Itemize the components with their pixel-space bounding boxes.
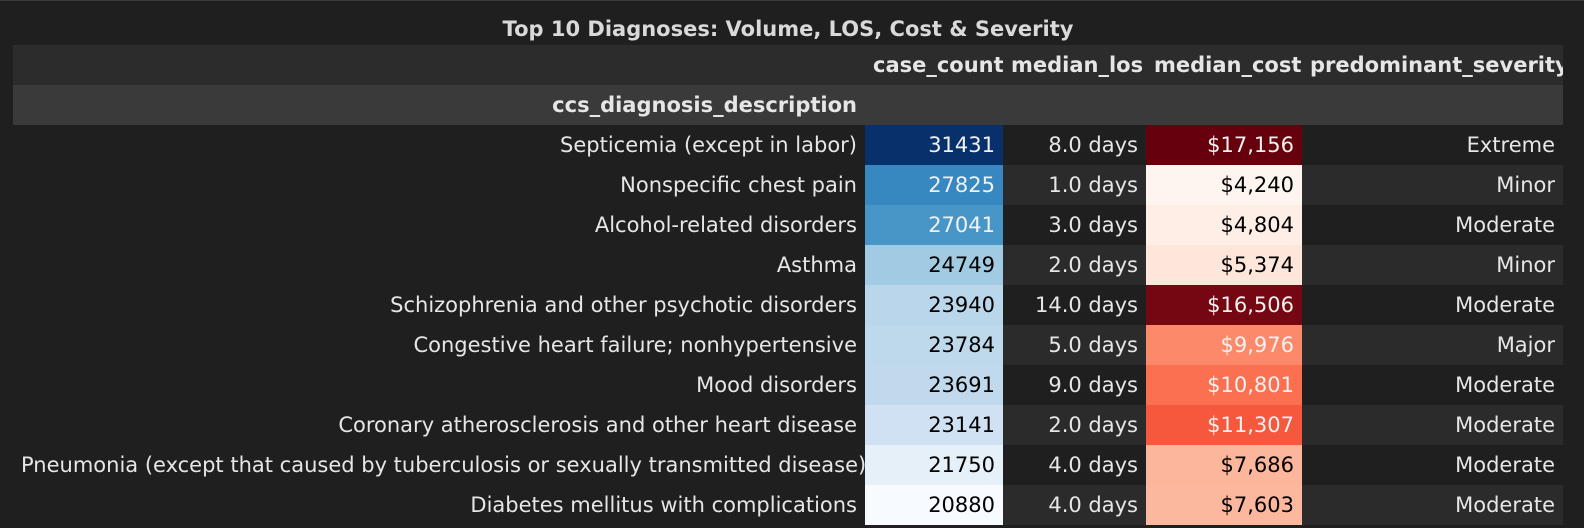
- table-row: Alcohol-related disorders 27041 3.0 days $4…: [13, 205, 1563, 245]
- table-row: Septicemia (except in labor) 31431 8.0 day…: [13, 125, 1563, 165]
- diagnosis-cell: Alcohol-related disorders: [594, 213, 857, 237]
- diagnosis-cell: Nonspecific chest pain: [620, 173, 857, 197]
- median-los-cell: 14.0 days: [1003, 285, 1146, 325]
- table-caption: Top 10 Diagnoses: Volume, LOS, Cost & Se…: [502, 17, 1074, 41]
- case-count-cell: 31431: [865, 125, 1003, 165]
- table-body: Septicemia (except in labor) 31431 8.0 day…: [13, 125, 1563, 525]
- index-name-header: ccs_diagnosis_description: [13, 85, 865, 125]
- median-los-cell: 2.0 days: [1003, 405, 1146, 445]
- severity-cell: Minor: [1302, 245, 1563, 285]
- median-cost-cell: $4,804: [1146, 205, 1302, 245]
- diagnosis-cell: Congestive heart failure; nonhypertensiv…: [413, 333, 857, 357]
- severity-cell: Moderate: [1302, 445, 1563, 485]
- case-count-cell: 23784: [865, 325, 1003, 365]
- median-cost-cell: $5,374: [1146, 245, 1302, 285]
- case-count-cell: 27041: [865, 205, 1003, 245]
- case-count-cell: 20880: [865, 485, 1003, 525]
- table-row: Asthma 24749 2.0 days $5,374 Minor: [13, 245, 1563, 285]
- case-count-cell: 23141: [865, 405, 1003, 445]
- index-header-filler: [1146, 85, 1302, 125]
- case-count-cell: 23940: [865, 285, 1003, 325]
- median-cost-cell: $17,156: [1146, 125, 1302, 165]
- severity-cell: Moderate: [1302, 285, 1563, 325]
- severity-cell: Extreme: [1302, 125, 1563, 165]
- median-los-cell: 8.0 days: [1003, 125, 1146, 165]
- diagnosis-cell: Mood disorders: [696, 373, 857, 397]
- median-cost-cell: $9,976: [1146, 325, 1302, 365]
- median-cost-cell: $11,307: [1146, 405, 1302, 445]
- median-los-cell: 1.0 days: [1003, 165, 1146, 205]
- styled-dataframe: Top 10 Diagnoses: Volume, LOS, Cost & Se…: [13, 13, 1563, 525]
- severity-cell: Moderate: [1302, 365, 1563, 405]
- diagnoses-table: Top 10 Diagnoses: Volume, LOS, Cost & Se…: [13, 13, 1563, 525]
- diagnosis-cell: Pneumonia (except that caused by tubercu…: [21, 453, 865, 477]
- index-header-filler: [1302, 85, 1563, 125]
- severity-cell: Moderate: [1302, 205, 1563, 245]
- diagnosis-cell: Diabetes mellitus with complications: [470, 493, 857, 517]
- diagnosis-cell: Asthma: [776, 253, 857, 277]
- median-los-cell: 2.0 days: [1003, 245, 1146, 285]
- index-header-row: ccs_diagnosis_description: [13, 85, 1563, 125]
- case-count-cell: 27825: [865, 165, 1003, 205]
- table-row: Coronary atherosclerosis and other heart…: [13, 405, 1563, 445]
- severity-cell: Major: [1302, 325, 1563, 365]
- severity-cell: Moderate: [1302, 485, 1563, 525]
- median-cost-cell: $4,240: [1146, 165, 1302, 205]
- table-row: Schizophrenia and other psychotic disord…: [13, 285, 1563, 325]
- table-row: Pneumonia (except that caused by tubercu…: [13, 445, 1563, 485]
- case-count-cell: 23691: [865, 365, 1003, 405]
- table-row: Congestive heart failure; nonhypertensiv…: [13, 325, 1563, 365]
- median-los-cell: 3.0 days: [1003, 205, 1146, 245]
- median-los-cell: 9.0 days: [1003, 365, 1146, 405]
- severity-cell: Minor: [1302, 165, 1563, 205]
- median-cost-cell: $7,686: [1146, 445, 1302, 485]
- median-cost-cell: $16,506: [1146, 285, 1302, 325]
- median-los-cell: 4.0 days: [1003, 445, 1146, 485]
- median-los-cell: 5.0 days: [1003, 325, 1146, 365]
- table-row: Diabetes mellitus with complications 2088…: [13, 485, 1563, 525]
- case-count-cell: 21750: [865, 445, 1003, 485]
- diagnosis-cell: Schizophrenia and other psychotic disord…: [390, 293, 857, 317]
- blank-header-cell: [13, 45, 865, 85]
- diagnosis-cell: Coronary atherosclerosis and other heart…: [338, 413, 857, 437]
- column-header-predominant-severity: predominant_severity: [1302, 45, 1563, 85]
- case-count-cell: 24749: [865, 245, 1003, 285]
- column-header-row: case_count median_los median_cost predom…: [13, 45, 1563, 85]
- median-cost-cell: $7,603: [1146, 485, 1302, 525]
- index-header-filler: [865, 85, 1003, 125]
- table-row: Mood disorders 23691 9.0 days $10,801 Modera…: [13, 365, 1563, 405]
- severity-cell: Moderate: [1302, 405, 1563, 445]
- column-header-case-count: case_count: [865, 45, 1003, 85]
- median-los-cell: 4.0 days: [1003, 485, 1146, 525]
- index-header-filler: [1003, 85, 1146, 125]
- median-cost-cell: $10,801: [1146, 365, 1302, 405]
- diagnosis-cell: Septicemia (except in labor): [560, 133, 857, 157]
- column-header-median-los: median_los: [1003, 45, 1146, 85]
- table-row: Nonspecific chest pain 27825 1.0 days $4,24…: [13, 165, 1563, 205]
- column-header-median-cost: median_cost: [1146, 45, 1302, 85]
